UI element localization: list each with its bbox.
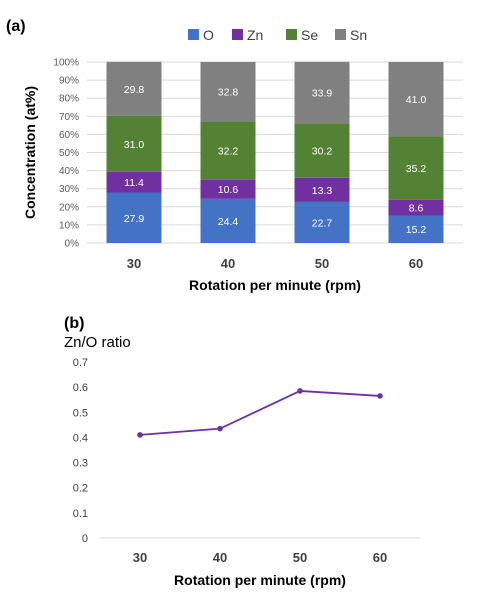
bar-segment-o	[106, 192, 162, 243]
data-label: 41.0	[406, 94, 427, 106]
bar-segment-se	[294, 123, 350, 178]
data-label: 11.4	[124, 177, 144, 189]
bar-segment-se	[200, 121, 256, 180]
series-line	[139, 390, 381, 436]
x-tick-label: 60	[373, 550, 387, 565]
y-tick-label: 0.2	[73, 483, 88, 495]
x-tick-label: 60	[409, 256, 423, 271]
data-label: 13.3	[312, 185, 333, 197]
bar-segment-se	[106, 115, 162, 172]
bar-segment-se	[388, 136, 444, 200]
data-point	[217, 425, 223, 432]
line-chart: 0 0.1 0.2 0.3 0.4 0.5 0.6 0.7 Zn/O ratio 30 40 50 60…	[64, 334, 420, 588]
panel-b-label: (b)	[64, 315, 85, 332]
x-axis-title: Rotation per minute (rpm)	[174, 572, 346, 588]
y-tick-label: 30%	[59, 184, 79, 195]
legend-label-o: O	[203, 27, 214, 43]
legend-label-se: Se	[301, 27, 318, 43]
y-tick-label: 0.6	[73, 382, 88, 394]
data-point	[137, 432, 143, 438]
bar-segment-o	[294, 201, 350, 243]
x-tick-label: 50	[293, 550, 307, 565]
legend-swatch-sn	[335, 29, 346, 40]
bar-segment-zn	[388, 199, 444, 216]
data-label: 33.9	[312, 87, 333, 99]
data-label: 30.2	[312, 146, 333, 158]
bar-segment-sn	[388, 62, 444, 137]
y-tick-label: 100%	[53, 58, 79, 69]
data-point	[377, 393, 383, 399]
x-tick-label: 50	[315, 256, 329, 271]
y-axis-title: Concentration (at%)	[22, 86, 38, 219]
data-label: 35.2	[406, 163, 427, 175]
x-tick-label: 40	[221, 256, 235, 271]
x-axis-title: Rotation per minute (rpm)	[189, 277, 361, 293]
data-label: 24.4	[218, 216, 239, 228]
x-tick-label: 40	[213, 550, 227, 565]
bar-segment-zn	[106, 171, 162, 193]
bar-segment-sn	[200, 62, 256, 122]
x-tick-label: 30	[127, 256, 141, 271]
y-tick-label: 90%	[59, 76, 79, 87]
bar-segment-o	[200, 198, 256, 243]
legend-label-zn: Zn	[247, 27, 263, 43]
bar-segment-sn	[294, 61, 350, 124]
data-point	[297, 388, 303, 394]
bar-segment-zn	[294, 177, 350, 202]
y-tick-label: 80%	[59, 94, 79, 105]
data-label: 22.7	[312, 217, 333, 229]
data-label: 31.0	[124, 139, 145, 151]
panel-a-label: (a)	[6, 18, 26, 35]
y-tick-label: 60%	[59, 130, 79, 141]
y-tick-label: 70%	[59, 112, 79, 123]
bar-segment-zn	[200, 179, 256, 199]
y-tick-label: 40%	[59, 166, 79, 177]
y-tick-label: 20%	[59, 202, 79, 213]
data-label: 10.6	[218, 184, 239, 196]
y-tick-label: 0.5	[73, 407, 88, 419]
data-label: 32.2	[218, 146, 239, 158]
data-label: 29.8	[124, 84, 145, 96]
data-label: 8.6	[409, 203, 424, 215]
data-label: 27.9	[124, 213, 145, 225]
bar-segment-sn	[106, 61, 162, 116]
data-label: 32.8	[218, 87, 239, 99]
legend-swatch-se	[286, 29, 297, 40]
y-tick-label: 0.7	[73, 357, 88, 369]
y-tick-label: 0.1	[73, 508, 88, 520]
legend-swatch-o	[188, 29, 199, 40]
y-tick-label: 0.4	[73, 432, 88, 444]
chart-title: Zn/O ratio	[64, 334, 131, 351]
bar-segment-o	[388, 215, 444, 243]
legend-label-sn: Sn	[350, 27, 367, 43]
y-tick-label: 50%	[59, 148, 79, 159]
data-label: 15.2	[406, 224, 427, 236]
y-tick-label: 10%	[59, 220, 79, 231]
stacked-bar-chart: 0% 10% 20% 30% 40% 50% 60% 70% 80% 90% 100% 27.9 11.…	[22, 27, 463, 293]
legend-swatch-zn	[232, 29, 243, 40]
x-tick-label: 30	[133, 550, 147, 565]
y-tick-label: 0%	[65, 239, 80, 250]
y-tick-label: 0	[82, 533, 88, 545]
y-tick-label: 0.3	[73, 458, 88, 470]
